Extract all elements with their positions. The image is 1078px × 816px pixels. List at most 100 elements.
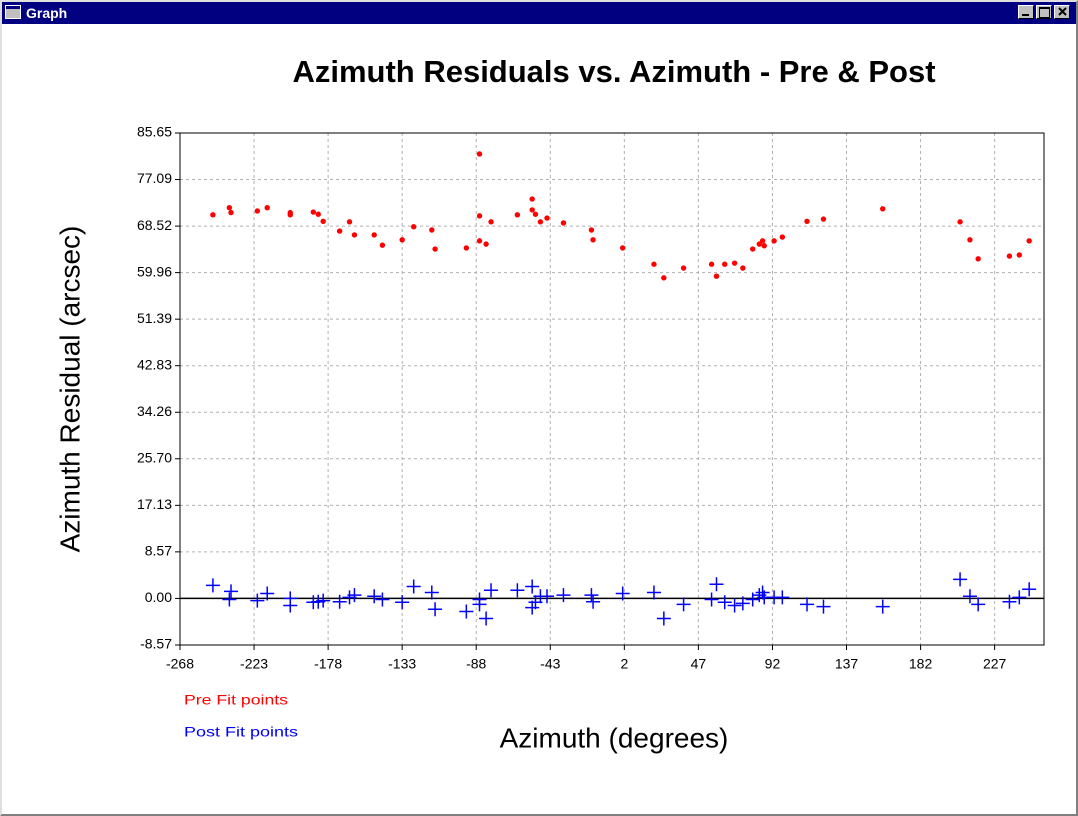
data-point xyxy=(514,212,521,218)
data-point xyxy=(310,209,317,215)
data-point xyxy=(260,586,275,601)
data-point xyxy=(347,588,362,603)
data-point xyxy=(525,600,540,615)
data-point xyxy=(483,241,489,247)
data-point xyxy=(586,594,601,609)
data-point xyxy=(704,592,719,607)
y-tick-label: 59.96 xyxy=(137,263,172,279)
data-point xyxy=(556,588,571,603)
x-tick-label: 92 xyxy=(765,656,781,672)
y-tick-label: 77.09 xyxy=(137,170,172,186)
data-point xyxy=(759,238,766,244)
minimize-button[interactable] xyxy=(1018,5,1034,19)
data-point xyxy=(529,207,535,213)
data-point xyxy=(424,585,439,600)
chart: Azimuth Residuals vs. Azimuth - Pre & Po… xyxy=(54,54,1045,753)
data-point xyxy=(731,260,738,266)
data-point xyxy=(740,265,746,271)
x-tick-label: -178 xyxy=(314,656,342,672)
data-point xyxy=(463,245,470,251)
data-point xyxy=(717,595,732,610)
y-axis-label: Azimuth Residual (arcsec) xyxy=(54,226,85,553)
data-point xyxy=(880,206,886,212)
data-point xyxy=(816,599,831,614)
data-point xyxy=(399,237,405,243)
data-point xyxy=(476,213,483,219)
x-tick-label: -88 xyxy=(466,656,486,672)
close-button[interactable] xyxy=(1054,5,1070,19)
data-point xyxy=(962,589,977,604)
data-point xyxy=(539,589,554,604)
data-point xyxy=(1002,594,1017,609)
data-point xyxy=(254,208,261,214)
data-point xyxy=(510,583,525,598)
data-point xyxy=(661,275,667,281)
data-point xyxy=(953,572,968,587)
x-tick-label: -223 xyxy=(240,656,268,672)
data-point xyxy=(367,589,382,604)
data-point xyxy=(205,578,220,593)
data-point xyxy=(484,583,499,598)
x-axis-label: Azimuth (degrees) xyxy=(500,722,729,753)
legend-entry: Pre Fit points xyxy=(184,692,288,708)
data-point xyxy=(1006,253,1013,259)
data-point xyxy=(222,592,237,607)
data-point xyxy=(820,216,827,222)
x-tick-label: -43 xyxy=(540,656,560,672)
data-point xyxy=(756,241,762,247)
data-point xyxy=(371,232,377,238)
data-point xyxy=(584,588,599,603)
data-point xyxy=(722,261,728,267)
data-point xyxy=(1012,590,1027,605)
data-point xyxy=(971,597,986,612)
data-point xyxy=(332,594,347,609)
data-point xyxy=(346,219,353,225)
data-point xyxy=(651,261,657,267)
data-point xyxy=(226,205,233,211)
data-point xyxy=(875,599,890,614)
data-point xyxy=(708,261,715,267)
y-tick-label: 85.65 xyxy=(137,124,172,140)
data-point xyxy=(1016,252,1023,258)
data-point xyxy=(676,597,691,612)
x-tick-label: 182 xyxy=(909,656,933,672)
data-point xyxy=(588,227,595,233)
data-point xyxy=(488,219,494,225)
data-point xyxy=(560,220,567,226)
chart-title: Azimuth Residuals vs. Azimuth - Pre & Po… xyxy=(292,54,935,89)
data-point xyxy=(432,246,438,252)
data-point xyxy=(619,245,626,251)
data-point xyxy=(735,596,750,611)
data-point xyxy=(750,246,756,252)
data-point xyxy=(316,593,331,608)
y-tick-label: 34.26 xyxy=(137,403,172,419)
data-point xyxy=(228,209,234,216)
x-tick-label: 137 xyxy=(835,656,859,672)
data-point xyxy=(410,224,417,230)
y-tick-label: 68.52 xyxy=(137,217,172,233)
window-title: Graph xyxy=(26,5,68,21)
data-point xyxy=(459,604,474,619)
maximize-button[interactable] xyxy=(1036,5,1052,19)
data-point xyxy=(709,577,724,592)
data-point xyxy=(656,611,671,626)
data-point xyxy=(537,219,544,225)
close-icon xyxy=(1058,7,1067,16)
data-point xyxy=(375,592,390,607)
x-tick-label: -133 xyxy=(388,656,416,672)
data-point xyxy=(727,598,742,613)
data-point xyxy=(429,227,435,233)
data-point xyxy=(351,232,358,238)
y-tick-label: 17.13 xyxy=(137,496,172,512)
y-tick-label: 8.57 xyxy=(145,543,172,559)
data-point xyxy=(476,151,483,157)
x-tick-label: -268 xyxy=(166,656,194,672)
data-point xyxy=(529,196,535,202)
data-point xyxy=(967,237,973,243)
data-point xyxy=(775,590,790,605)
x-tick-label: 227 xyxy=(983,656,1007,672)
y-tick-label: 42.83 xyxy=(137,356,172,372)
window-icon xyxy=(5,5,21,19)
data-point xyxy=(320,218,326,225)
